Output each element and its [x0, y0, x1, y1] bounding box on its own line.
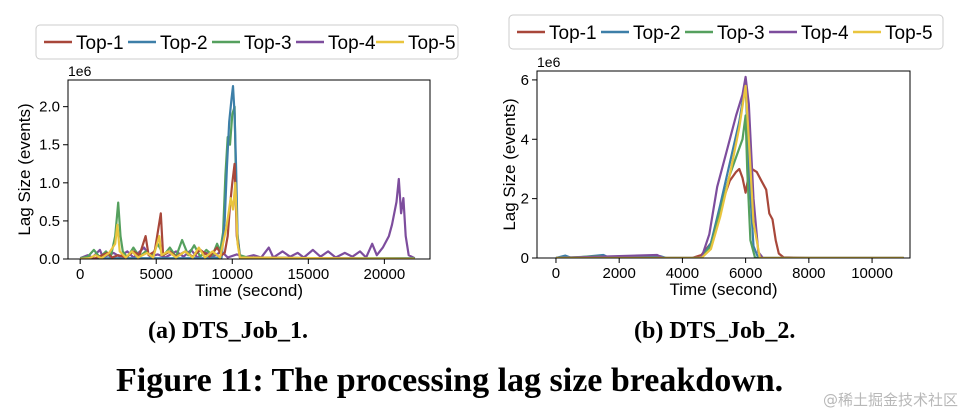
series-line-top-4 [79, 177, 416, 259]
legend-item-top-2: Top-2 [601, 23, 681, 44]
y-tick-label: 2.0 [39, 99, 60, 116]
series-line-top-1 [80, 162, 415, 259]
legend-item-top-4: Top-4 [769, 23, 849, 44]
x-tick-label: 20000 [364, 266, 406, 283]
x-axis-label: Time (second) [195, 281, 303, 300]
x-tick-label: 0 [552, 265, 560, 282]
plot-frame [536, 70, 911, 259]
series-line-top-5 [80, 181, 415, 259]
x-tick-label: 2000 [602, 265, 635, 282]
legend-item-top-5: Top-5 [853, 23, 933, 44]
series-group [79, 85, 416, 259]
legend-item-top-3: Top-3 [685, 23, 765, 44]
y-tick-label: 4 [521, 131, 529, 148]
legend-item-top-3: Top-3 [212, 33, 292, 54]
subcaption-a: (a) DTS_Job_1. [148, 318, 309, 344]
plot-frame [67, 79, 431, 260]
legend-label: Top-1 [549, 23, 597, 44]
y-tick-label: 1.5 [39, 137, 60, 154]
chart-b: 0 2000 4000 6000 8000 10000 0 2 4 6 1e6 Time (secon… [500, 14, 944, 299]
series-line-top-3 [79, 105, 415, 259]
subcaption-b: (b) DTS_Job_2. [634, 318, 796, 344]
y-tick-label: 1.0 [39, 175, 60, 192]
legend-item-top-5: Top-5 [376, 33, 456, 54]
legend-item-top-1: Top-1 [44, 33, 124, 54]
y-tick-label: 0.5 [39, 213, 60, 230]
legend-label: Top-5 [408, 33, 456, 54]
legend-label: Top-5 [885, 23, 933, 44]
legend-label: Top-4 [801, 23, 849, 44]
x-axis-label: Time (second) [669, 280, 777, 299]
chart-a: 0 5000 10000 15000 20000 0.0 0.5 1.0 1.5 2.0 1e6 Ti… [15, 24, 459, 300]
x-tick-label: 6000 [729, 265, 762, 282]
x-tick-label: 8000 [792, 265, 825, 282]
y-tick-label: 2 [521, 191, 529, 208]
y-axis-label: Lag Size (events) [15, 103, 34, 235]
series-line-top-3 [555, 114, 904, 258]
series-line-top-5 [556, 84, 904, 258]
x-tick-label: 0 [76, 266, 84, 283]
legend-item-top-4: Top-4 [296, 33, 376, 54]
watermark: @稀土掘金技术社区 [822, 391, 958, 409]
x-tick-label: 10000 [851, 265, 893, 282]
series-line-top-2 [80, 85, 415, 259]
y-tick-label: 6 [521, 72, 529, 89]
x-tick-label: 15000 [287, 266, 329, 283]
y-offset-label: 1e6 [68, 63, 92, 79]
y-tick-label: 0.0 [39, 251, 60, 268]
legend-box [35, 24, 459, 60]
series-line-top-1 [556, 167, 904, 258]
x-tick-label: 5000 [140, 266, 173, 283]
legend-item-top-1: Top-1 [517, 23, 597, 44]
legend: Top-1 Top-2 Top-3 Top-4 Top-5 [35, 24, 459, 60]
legend-label: Top-1 [76, 33, 124, 54]
legend-box [508, 14, 944, 50]
x-tick-label: 10000 [211, 266, 253, 283]
legend-item-top-2: Top-2 [128, 33, 208, 54]
legend-label: Top-3 [717, 23, 765, 44]
legend-label: Top-4 [328, 33, 376, 54]
legend-label: Top-2 [633, 23, 681, 44]
y-offset-label: 1e6 [537, 54, 561, 70]
figure-caption: Figure 11: The processing lag size break… [116, 362, 784, 399]
y-axis-label: Lag Size (events) [500, 98, 519, 230]
series-group [555, 75, 904, 258]
x-tick-label: 4000 [666, 265, 699, 282]
y-tick-label: 0 [521, 250, 529, 267]
legend: Top-1 Top-2 Top-3 Top-4 Top-5 [508, 14, 944, 50]
legend-label: Top-3 [244, 33, 292, 54]
legend-label: Top-2 [160, 33, 208, 54]
